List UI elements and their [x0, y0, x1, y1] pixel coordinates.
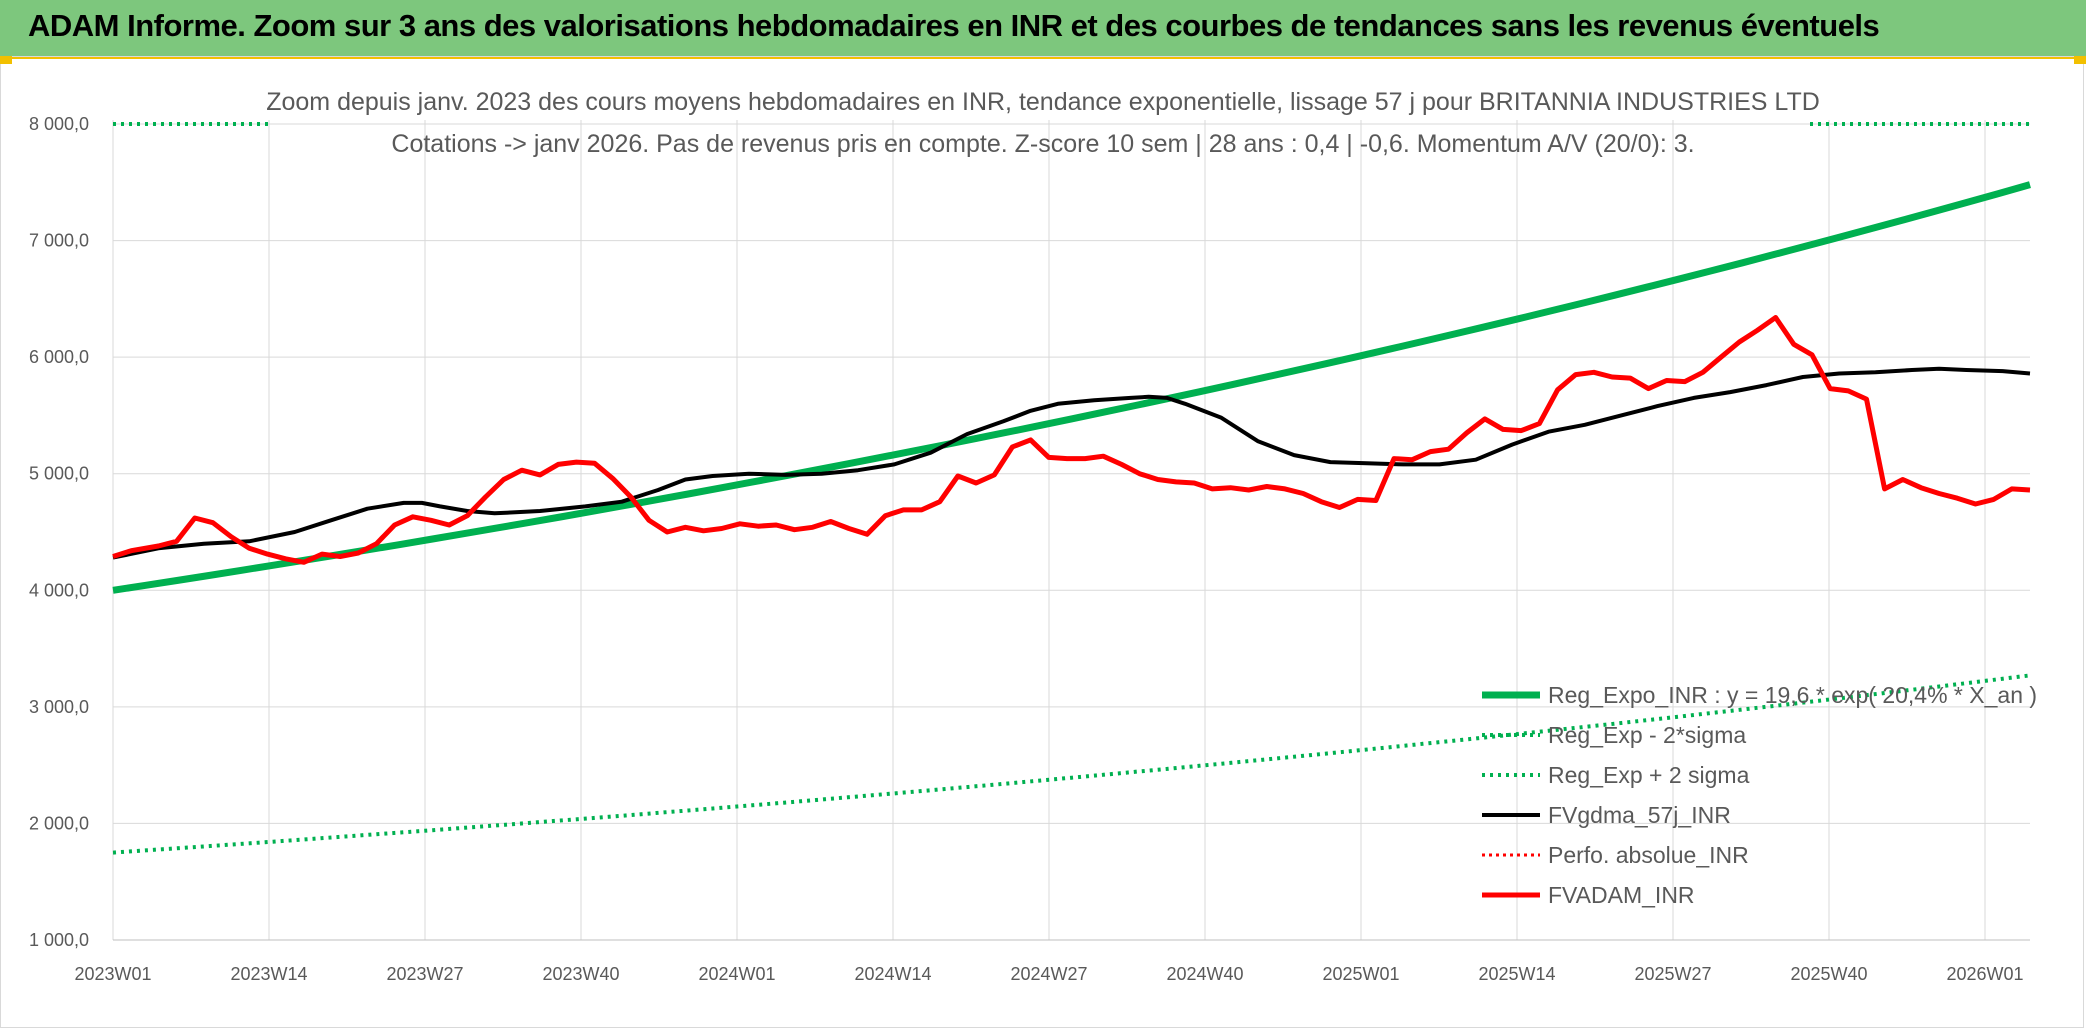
- x-tick-label: 2025W01: [1322, 964, 1399, 984]
- x-tick-label: 2026W01: [1946, 964, 2023, 984]
- axes: 8 000,0 7 000,0 6 000,0 5 000,0 4 000,0 3 000…: [29, 114, 2030, 984]
- grid: [112, 120, 2030, 941]
- series-group: [112, 122, 2031, 855]
- legend-label: Reg_Expo_INR : y = 19,6 * exp( 20,4% * X…: [1548, 682, 2037, 708]
- report-title: ADAM Informe. Zoom sur 3 ans des valoris…: [28, 8, 1880, 43]
- legend-label: Perfo. absolue_INR: [1548, 842, 1749, 868]
- legend-label: FVgdma_57j_INR: [1548, 802, 1731, 828]
- corner-marker: [2074, 56, 2086, 64]
- y-tick-label: 8 000,0: [29, 114, 89, 134]
- x-tick-label: 2023W27: [386, 964, 463, 984]
- y-tick-label: 1 000,0: [29, 930, 89, 950]
- price-line: [112, 315, 2031, 565]
- y-tick-label: 6 000,0: [29, 347, 89, 367]
- y-tick-label: 3 000,0: [29, 697, 89, 717]
- chart-title-line1: Zoom depuis janv. 2023 des cours moyens …: [266, 88, 1820, 116]
- x-tick-label: 2023W01: [74, 964, 151, 984]
- x-tick-label: 2025W14: [1478, 964, 1555, 984]
- title-banner: ADAM Informe. Zoom sur 3 ans des valoris…: [0, 0, 2086, 59]
- x-tick-label: 2023W40: [542, 964, 619, 984]
- chart-title-line2: Cotations -> janv 2026. Pas de revenus p…: [391, 130, 1694, 158]
- y-tick-label: 5 000,0: [29, 464, 89, 484]
- x-tick-label: 2024W14: [854, 964, 931, 984]
- x-tick-label: 2025W40: [1790, 964, 1867, 984]
- x-tick-label: 2023W14: [230, 964, 307, 984]
- y-tick-label: 4 000,0: [29, 580, 89, 600]
- legend-label: Reg_Exp + 2 sigma: [1548, 762, 1750, 788]
- x-tick-label: 2024W27: [1010, 964, 1087, 984]
- smoothed-line: [112, 366, 2031, 560]
- chart-frame: [0, 56, 2084, 1028]
- legend-label: FVADAM_INR: [1548, 882, 1695, 908]
- x-tick-label: 2024W40: [1166, 964, 1243, 984]
- legend-label: Reg_Exp - 2*sigma: [1548, 722, 1746, 748]
- legend: Reg_Expo_INR : y = 19,6 * exp( 20,4% * X…: [1482, 682, 2037, 908]
- corner-marker: [0, 56, 12, 64]
- lower-band-line: [112, 673, 2031, 855]
- x-tick-label: 2025W27: [1634, 964, 1711, 984]
- y-tick-label: 2 000,0: [29, 813, 89, 833]
- regression-line: [112, 181, 2031, 594]
- x-tick-label: 2024W01: [698, 964, 775, 984]
- y-tick-label: 7 000,0: [29, 231, 89, 251]
